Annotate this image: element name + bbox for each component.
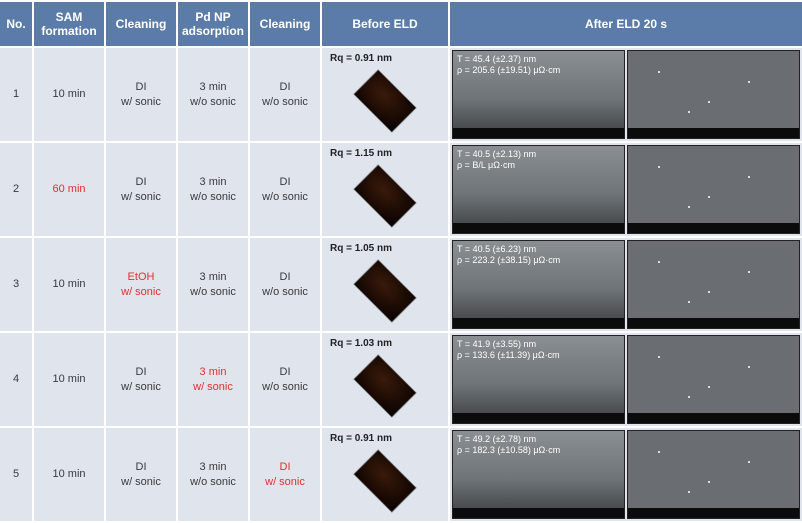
sem-top-image: [627, 335, 800, 424]
cell-clean2: DIw/o sonic: [250, 143, 322, 236]
cell-before: Rq = 0.91 nm: [322, 428, 450, 521]
cell-before: Rq = 1.05 nm: [322, 238, 450, 331]
cell-before: Rq = 1.03 nm: [322, 333, 450, 426]
cell-pd: 3 minw/o sonic: [178, 428, 250, 521]
cell-sam: 10 min: [34, 428, 106, 521]
sem-cross-image: T = 45.4 (±2.37) nmρ = 205.6 (±19.51) μΩ…: [452, 50, 625, 139]
cell-clean1: EtOHw/ sonic: [106, 238, 178, 331]
sem-cross-image: T = 40.5 (±6.23) nmρ = 223.2 (±38.15) μΩ…: [452, 240, 625, 329]
cell-clean2: DIw/o sonic: [250, 48, 322, 141]
sem-cross-image: T = 41.9 (±3.55) nmρ = 133.6 (±11.39) μΩ…: [452, 335, 625, 424]
sem-cross-image: T = 40.5 (±2.13) nmρ = B/L μΩ·cm: [452, 145, 625, 234]
sem-measure-label: T = 49.2 (±2.78) nmρ = 182.3 (±10.58) μΩ…: [457, 434, 560, 456]
cell-after: T = 45.4 (±2.37) nmρ = 205.6 (±19.51) μΩ…: [450, 48, 802, 141]
rq-label: Rq = 1.15 nm: [330, 147, 392, 160]
cell-sam: 60 min: [34, 143, 106, 236]
sem-top-image: [627, 430, 800, 519]
table-header: No. SAM formation Cleaning Pd NP adsorpt…: [0, 2, 802, 48]
cell-sam: 10 min: [34, 333, 106, 426]
cell-no: 4: [0, 333, 34, 426]
table-row: 260 minDIw/ sonic3 minw/o sonicDIw/o son…: [0, 143, 802, 238]
cell-after: T = 40.5 (±2.13) nmρ = B/L μΩ·cm: [450, 143, 802, 236]
cell-clean2: DIw/ sonic: [250, 428, 322, 521]
hdr-before: Before ELD: [322, 2, 450, 46]
cell-clean1: DIw/ sonic: [106, 428, 178, 521]
cell-no: 2: [0, 143, 34, 236]
cell-no: 5: [0, 428, 34, 521]
hdr-after: After ELD 20 s: [450, 2, 802, 46]
sem-top-image: [627, 50, 800, 139]
cell-pd: 3 minw/o sonic: [178, 238, 250, 331]
cell-clean2: DIw/o sonic: [250, 238, 322, 331]
afm-diamond-icon: [353, 449, 416, 512]
sem-top-image: [627, 240, 800, 329]
cell-clean1: DIw/ sonic: [106, 143, 178, 236]
cell-clean1: DIw/ sonic: [106, 48, 178, 141]
cell-clean1: DIw/ sonic: [106, 333, 178, 426]
cell-after: T = 41.9 (±3.55) nmρ = 133.6 (±11.39) μΩ…: [450, 333, 802, 426]
cell-before: Rq = 1.15 nm: [322, 143, 450, 236]
sem-measure-label: T = 40.5 (±2.13) nmρ = B/L μΩ·cm: [457, 149, 536, 171]
sem-measure-label: T = 41.9 (±3.55) nmρ = 133.6 (±11.39) μΩ…: [457, 339, 560, 361]
hdr-clean1: Cleaning: [106, 2, 178, 46]
table-row: 310 minEtOHw/ sonic3 minw/o sonicDIw/o s…: [0, 238, 802, 333]
cell-sam: 10 min: [34, 238, 106, 331]
hdr-no: No.: [0, 2, 34, 46]
rq-label: Rq = 1.03 nm: [330, 337, 392, 350]
rq-label: Rq = 1.05 nm: [330, 242, 392, 255]
afm-diamond-icon: [353, 354, 416, 417]
cell-after: T = 40.5 (±6.23) nmρ = 223.2 (±38.15) μΩ…: [450, 238, 802, 331]
afm-diamond-icon: [353, 259, 416, 322]
cell-pd: 3 minw/o sonic: [178, 48, 250, 141]
hdr-pd: Pd NP adsorption: [178, 2, 250, 46]
table-row: 110 minDIw/ sonic3 minw/o sonicDIw/o son…: [0, 48, 802, 143]
cell-pd: 3 minw/o sonic: [178, 143, 250, 236]
sem-cross-image: T = 49.2 (±2.78) nmρ = 182.3 (±10.58) μΩ…: [452, 430, 625, 519]
table-row: 510 minDIw/ sonic3 minw/o sonicDIw/ soni…: [0, 428, 802, 523]
afm-diamond-icon: [353, 164, 416, 227]
experiment-table: No. SAM formation Cleaning Pd NP adsorpt…: [0, 0, 802, 523]
cell-no: 3: [0, 238, 34, 331]
cell-no: 1: [0, 48, 34, 141]
rq-label: Rq = 0.91 nm: [330, 432, 392, 445]
cell-pd: 3 minw/ sonic: [178, 333, 250, 426]
afm-diamond-icon: [353, 69, 416, 132]
cell-sam: 10 min: [34, 48, 106, 141]
table-row: 410 minDIw/ sonic3 minw/ sonicDIw/o soni…: [0, 333, 802, 428]
rq-label: Rq = 0.91 nm: [330, 52, 392, 65]
sem-measure-label: T = 40.5 (±6.23) nmρ = 223.2 (±38.15) μΩ…: [457, 244, 560, 266]
cell-after: T = 49.2 (±2.78) nmρ = 182.3 (±10.58) μΩ…: [450, 428, 802, 521]
hdr-sam: SAM formation: [34, 2, 106, 46]
hdr-clean2: Cleaning: [250, 2, 322, 46]
cell-clean2: DIw/o sonic: [250, 333, 322, 426]
sem-top-image: [627, 145, 800, 234]
cell-before: Rq = 0.91 nm: [322, 48, 450, 141]
sem-measure-label: T = 45.4 (±2.37) nmρ = 205.6 (±19.51) μΩ…: [457, 54, 560, 76]
